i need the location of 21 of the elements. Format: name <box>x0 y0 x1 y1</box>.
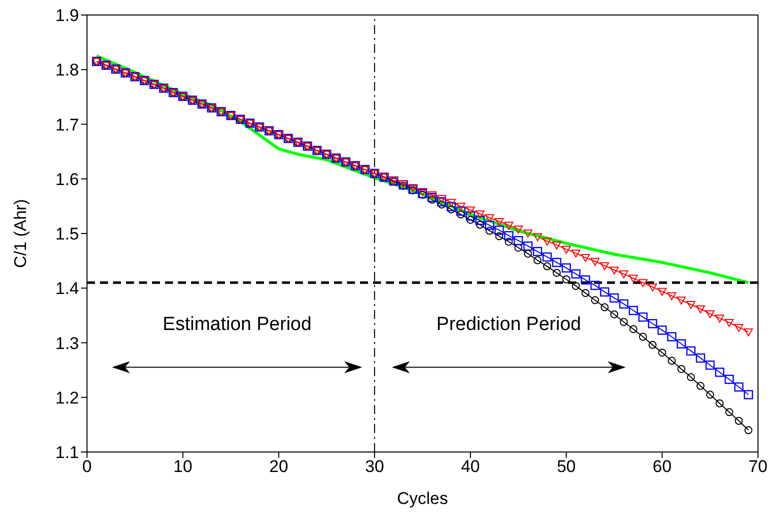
annotation: Estimation Period <box>162 314 312 336</box>
y-tick-label: 1.5 <box>55 224 79 244</box>
y-tick-label: 1.3 <box>55 334 79 353</box>
x-tick-label: 60 <box>652 457 672 476</box>
y-axis-title: C/1 (Ahr) <box>11 199 30 268</box>
y-tick-label: 1.4 <box>55 279 79 298</box>
y-tick-label: 1.8 <box>55 60 79 80</box>
x-axis-title: Cycles <box>396 489 448 508</box>
y-tick-label: 1.1 <box>55 443 79 462</box>
x-tick-label: 20 <box>269 457 288 476</box>
y-tick-label: 1.7 <box>55 115 79 134</box>
x-tick-label: 70 <box>748 457 768 476</box>
y-tick-label: 1.2 <box>55 388 79 408</box>
y-tick-label: 1.6 <box>55 170 79 189</box>
y-tick-label: 1.9 <box>55 6 79 26</box>
x-tick-label: 50 <box>556 457 576 476</box>
x-tick-label: 40 <box>460 457 480 476</box>
annotation: Prediction Period <box>436 314 582 336</box>
x-tick-label: 10 <box>173 457 192 476</box>
x-tick-label: 0 <box>82 457 92 476</box>
x-tick-label: 30 <box>365 457 384 476</box>
